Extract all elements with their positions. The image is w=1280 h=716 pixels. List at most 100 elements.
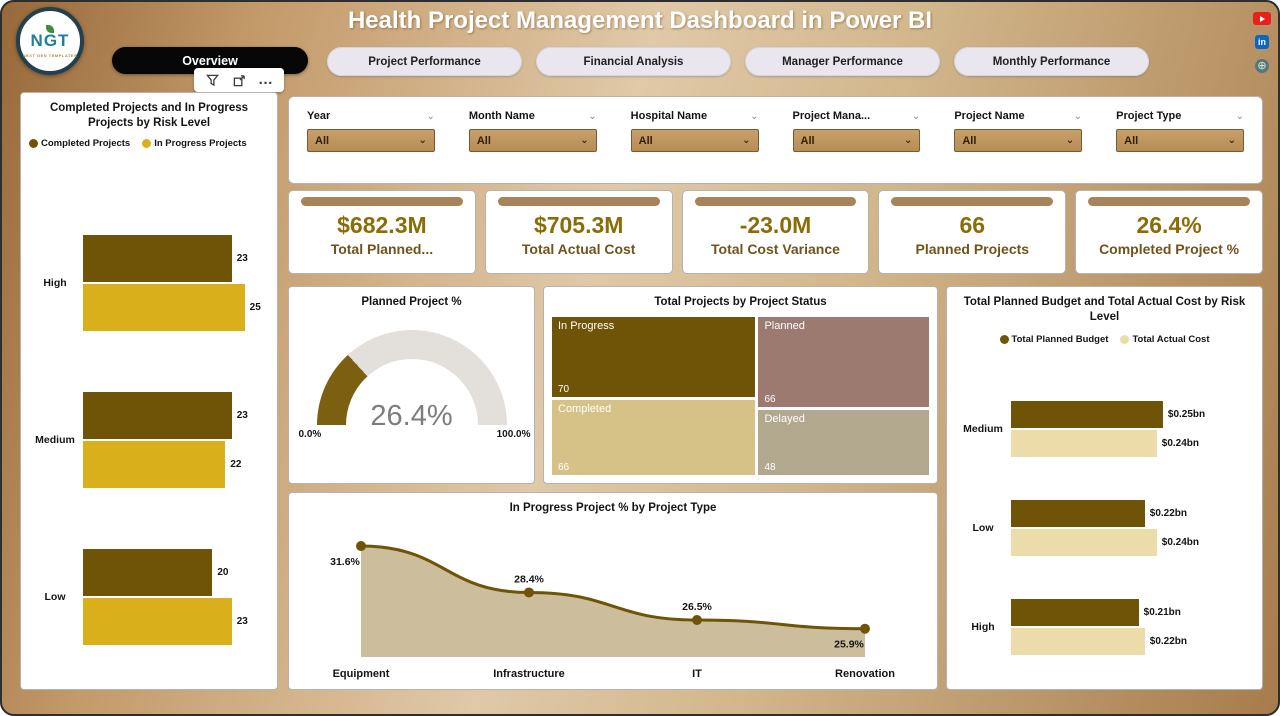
planned-project-gauge-panel: Planned Project % 26.4% 0.0% 100.0% bbox=[288, 286, 535, 484]
more-options-icon[interactable]: … bbox=[258, 71, 274, 88]
chevron-down-icon[interactable]: ⌄ bbox=[588, 110, 597, 122]
bar-group-medium: Medium $0.25bn $0.24bn bbox=[955, 400, 1256, 457]
bar-group-high: High 23 25 bbox=[27, 235, 271, 332]
chevron-down-icon[interactable]: ⌄ bbox=[1073, 110, 1083, 122]
category-label: High bbox=[43, 277, 67, 290]
area-line bbox=[360, 544, 866, 631]
legend-item-total-planned-budget[interactable]: Total Planned Budget bbox=[999, 333, 1109, 345]
linkedin-icon[interactable]: in bbox=[1255, 35, 1269, 49]
kpi-planned-projects: 66 Planned Projects bbox=[878, 190, 1067, 274]
chevron-down-icon: ⌄ bbox=[418, 135, 427, 146]
slicer-value: All bbox=[962, 134, 977, 147]
legend-item-completed-projects[interactable]: Completed Projects bbox=[29, 138, 130, 149]
category-label: High bbox=[971, 621, 995, 634]
bar-total-planned-budget-high[interactable] bbox=[1011, 599, 1139, 627]
bar-total-actual-cost-medium[interactable] bbox=[1011, 429, 1157, 457]
slicer-value: All bbox=[1124, 134, 1139, 147]
kpi-accent-bar bbox=[301, 197, 463, 206]
slicer-value: All bbox=[476, 134, 491, 147]
bar-in-progress-projects-medium[interactable] bbox=[83, 440, 226, 488]
data-point-infrastructure[interactable] bbox=[524, 587, 534, 598]
bar-in-progress-projects-low[interactable] bbox=[83, 597, 232, 645]
slicer-year: Year ⌄ All ⌄ bbox=[307, 110, 435, 152]
kpi-accent-bar bbox=[497, 197, 660, 206]
kpi-accent-bar bbox=[891, 197, 1054, 206]
kpi-total-planned-budget: $682.3M Total Planned... bbox=[288, 190, 476, 274]
kpi-label: Planned Projects bbox=[915, 241, 1030, 258]
treemap: In Progress 70 Completed 66 Planned 66 Delayed… bbox=[552, 317, 929, 475]
play-icon bbox=[1259, 15, 1265, 22]
gauge-min-label: 0.0% bbox=[298, 428, 322, 440]
filters-panel: Year ⌄ All ⌄ Month Name ⌄ All ⌄ Hospital Nam… bbox=[288, 96, 1263, 184]
tab-manager-performance[interactable]: Manager Performance bbox=[745, 47, 940, 76]
budget-chart-plot: Medium $0.25bn $0.24bn Low $0.22bn $0.24bn Hig… bbox=[955, 379, 1256, 677]
kpi-value: $705.3M bbox=[533, 212, 624, 238]
legend-item-in-progress-projects[interactable]: In Progress Projects bbox=[142, 138, 247, 149]
data-point-renovation[interactable] bbox=[860, 623, 870, 634]
legend-item-total-actual-cost[interactable]: Total Actual Cost bbox=[1120, 334, 1210, 345]
treemap-column: Planned 66 Delayed 48 bbox=[758, 317, 929, 475]
slicer-dropdown-project-name[interactable]: All ⌄ bbox=[954, 129, 1083, 152]
bar-in-progress-projects-high[interactable] bbox=[83, 284, 245, 332]
slicer-label: Hospital Name bbox=[630, 110, 708, 122]
visual-header: … bbox=[194, 68, 284, 92]
tab-project-performance[interactable]: Project Performance bbox=[327, 47, 522, 76]
slicer-dropdown-year[interactable]: All ⌄ bbox=[307, 129, 435, 152]
chevron-down-icon: ⌄ bbox=[1065, 135, 1075, 146]
slicer-label: Year bbox=[307, 110, 331, 122]
chart-title: Planned Project % bbox=[361, 296, 462, 308]
kpi-accent-bar bbox=[694, 197, 857, 206]
bar-completed-projects-medium[interactable] bbox=[83, 391, 232, 439]
chevron-down-icon[interactable]: ⌄ bbox=[911, 110, 921, 122]
chevron-down-icon[interactable]: ⌄ bbox=[426, 110, 435, 122]
youtube-icon[interactable] bbox=[1253, 12, 1271, 25]
page-title: Health Project Management Dashboard in P… bbox=[347, 7, 933, 34]
treemap-cell-delayed[interactable]: Delayed 48 bbox=[758, 409, 929, 475]
data-label: 31.6% bbox=[330, 556, 360, 568]
treemap-cell-in-progress[interactable]: In Progress 70 bbox=[552, 317, 756, 397]
kpi-label: Completed Project % bbox=[1099, 241, 1240, 258]
filter-icon[interactable] bbox=[202, 71, 222, 89]
ngt-logo: NGT NEXT GEN TEMPLATES bbox=[16, 7, 84, 75]
data-label: 28.4% bbox=[514, 573, 544, 585]
kpi-label: Total Cost Variance bbox=[711, 241, 840, 258]
treemap-cell-completed[interactable]: Completed 66 bbox=[552, 399, 756, 475]
bar-completed-projects-high[interactable] bbox=[83, 235, 232, 283]
data-label: $0.22bn bbox=[1149, 507, 1188, 519]
tab-financial-analysis[interactable]: Financial Analysis bbox=[536, 47, 731, 76]
category-label: Low bbox=[44, 590, 66, 603]
treemap-value: 66 bbox=[558, 462, 570, 473]
chevron-down-icon: ⌄ bbox=[1227, 135, 1236, 146]
bar-total-actual-cost-high[interactable] bbox=[1011, 628, 1145, 656]
progress-area-chart-panel: In Progress Project % by Project Type 31… bbox=[288, 492, 938, 690]
chevron-down-icon[interactable]: ⌄ bbox=[750, 110, 759, 122]
data-point-it[interactable] bbox=[692, 615, 702, 625]
slicer-dropdown-project-type[interactable]: All ⌄ bbox=[1116, 129, 1244, 152]
legend-label: Total Planned Budget bbox=[1011, 333, 1109, 345]
slicer-dropdown-month-name[interactable]: All ⌄ bbox=[468, 129, 597, 152]
gauge[interactable]: 26.4% 0.0% 100.0% bbox=[299, 329, 531, 440]
globe-icon[interactable]: ⊕ bbox=[1255, 59, 1269, 73]
bar-total-actual-cost-low[interactable] bbox=[1011, 528, 1157, 556]
gauge-max-label: 100.0% bbox=[496, 428, 531, 440]
tab-monthly-performance[interactable]: Monthly Performance bbox=[954, 47, 1149, 76]
slicer-dropdown-project-manager[interactable]: All ⌄ bbox=[792, 129, 921, 152]
kpi-label: Total Actual Cost bbox=[521, 241, 636, 258]
bar-group-low: Low 20 23 bbox=[27, 548, 271, 645]
data-label: 20 bbox=[217, 566, 229, 578]
focus-mode-icon[interactable] bbox=[229, 71, 249, 89]
data-point-equipment[interactable] bbox=[356, 541, 366, 552]
slicer-label: Project Mana... bbox=[792, 110, 871, 122]
bar-total-planned-budget-medium[interactable] bbox=[1011, 400, 1163, 428]
slicer-dropdown-hospital-name[interactable]: All ⌄ bbox=[630, 129, 759, 152]
risk-chart-plot: High 23 25 Medium 23 22 Low 20 23 bbox=[27, 205, 271, 675]
chevron-down-icon[interactable]: ⌄ bbox=[1235, 110, 1244, 122]
bar-completed-projects-low[interactable] bbox=[83, 548, 213, 596]
logo-subtext: NEXT GEN TEMPLATES bbox=[22, 52, 78, 58]
bar-total-planned-budget-low[interactable] bbox=[1011, 499, 1145, 527]
treemap-cell-planned[interactable]: Planned 66 bbox=[758, 317, 929, 407]
category-label: Renovation bbox=[835, 668, 895, 680]
data-label: 22 bbox=[230, 458, 242, 470]
chevron-down-icon: ⌄ bbox=[742, 135, 751, 146]
treemap-value: 70 bbox=[558, 383, 570, 395]
